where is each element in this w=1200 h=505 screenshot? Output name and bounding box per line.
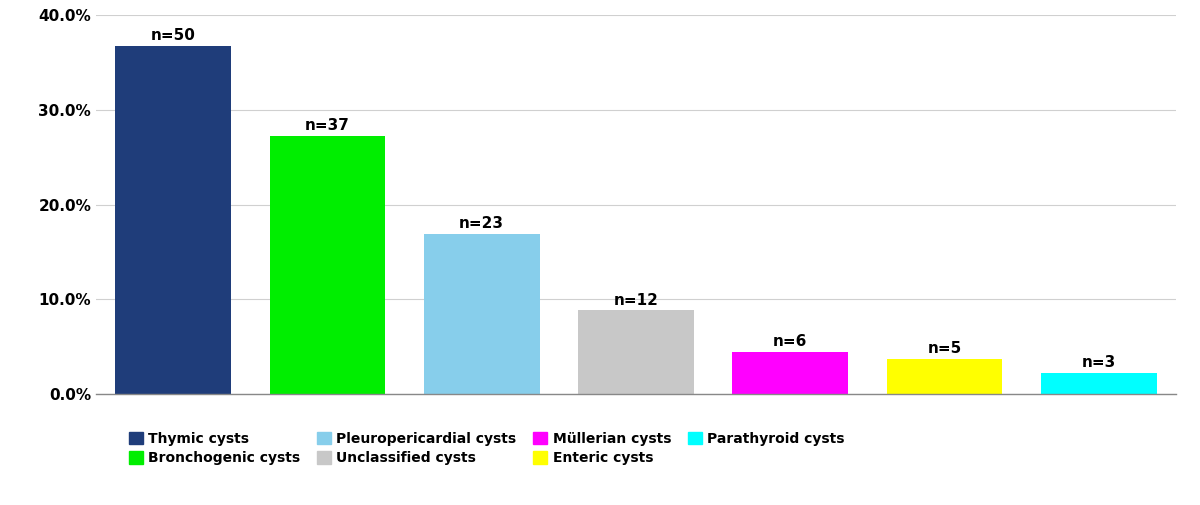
Text: n=23: n=23 <box>460 216 504 231</box>
Text: n=12: n=12 <box>613 292 659 308</box>
Text: n=6: n=6 <box>773 334 808 349</box>
Bar <box>1042 373 1157 394</box>
Legend: Thymic cysts, Bronchogenic cysts, Pleuropericardial cysts, Unclassified cysts, M: Thymic cysts, Bronchogenic cysts, Pleuro… <box>125 427 848 469</box>
Bar <box>424 234 540 394</box>
Text: n=5: n=5 <box>928 341 961 356</box>
Bar <box>270 136 385 394</box>
Text: n=37: n=37 <box>305 119 350 133</box>
Bar <box>732 352 848 394</box>
Text: n=3: n=3 <box>1081 355 1116 370</box>
Bar <box>115 46 230 394</box>
Bar <box>578 311 694 394</box>
Bar <box>887 359 1002 394</box>
Text: n=50: n=50 <box>151 28 196 43</box>
